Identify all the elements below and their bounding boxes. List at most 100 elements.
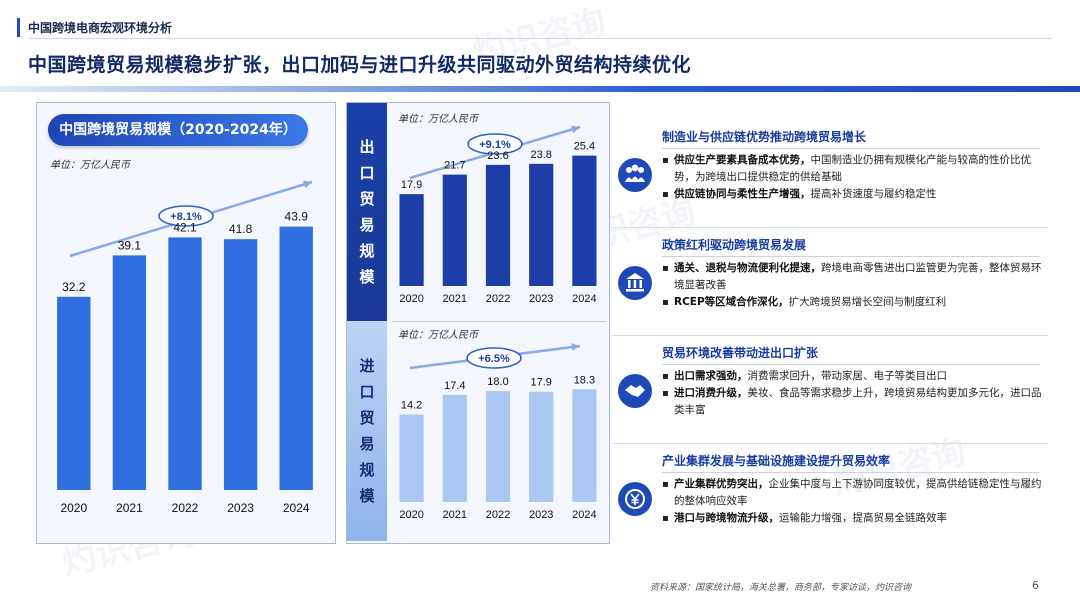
card-title-line [662,472,1040,473]
growth-arrow-head [571,343,580,351]
bullet: 港口与跨境物流升级，运输能力增强，提高贸易全链路效率 [662,510,1046,527]
card-title-line [662,256,1040,257]
bullet: 供应生产要素具备成本优势，中国制造业仍拥有规模化产能与较高的性价比优势，为跨境出… [662,152,1046,186]
page-number: 6 [1032,579,1039,592]
bank-icon [618,266,652,300]
bar [279,226,313,490]
bullet: 出口需求强劲，消费需求回升，带动家居、电子等类目出口 [662,368,1046,385]
bar-value-label: 25.4 [574,141,595,153]
category-label: 2024 [572,509,596,521]
page-subtitle: 中国跨境电商宏观环境分析 [28,21,173,35]
category-label: 2022 [172,501,199,515]
growth-rate-label: +9.1% [479,139,511,151]
people-icon [618,158,652,192]
card-body: 供应生产要素具备成本优势，中国制造业仍拥有规模化产能与较高的性价比优势，为跨境出… [662,152,1046,203]
bar-value-label: 14.2 [401,400,422,412]
header-accent-bar [17,18,20,37]
growth-badge [158,205,214,227]
bar [399,414,424,502]
bar [572,155,597,286]
bullet: RCEP等区域合作深化，扩大跨境贸易增长空间与制度红利 [662,294,1046,311]
title-rule [0,86,1080,92]
bar [442,394,467,502]
category-label: 2020 [60,501,87,515]
bar-value-label: 17.9 [530,377,551,389]
growth-rate-label: +6.5% [478,353,510,365]
bar [112,255,147,490]
bar [223,239,258,490]
category-label: 2020 [399,293,423,305]
bar-value-label: 23.6 [487,150,508,162]
bar [399,194,424,286]
growth-arrow-head [571,125,580,134]
category-label: 2021 [443,509,467,521]
bar [485,164,511,286]
card-title-line [662,364,1040,365]
category-label: 2022 [486,293,510,305]
total-trade-chart: +8.1% 32.2 2020 39.1 2021 42.1 2022 41.8 2023 43.… [57,180,313,515]
card-title: 制造业与供应链优势推动跨境贸易增长 [662,130,867,144]
total-unit-label: 单位：万亿人民币 [50,160,130,171]
import-unit-label: 单位：万亿人民币 [398,330,478,341]
category-label: 2021 [116,501,143,515]
export-import-panel [346,102,610,544]
bar-value-label: 18.3 [574,374,595,386]
bar-value-label: 18.0 [487,376,508,388]
export-trade-chart: +9.1% 17.9 2020 21.7 2021 23.6 2022 23.8 2023 25.… [399,125,597,305]
card-title: 政策红利驱动跨境贸易发展 [662,238,807,252]
category-label: 2023 [529,509,553,521]
bar [572,389,597,502]
bullet: 通关、退税与物流便利化提速，跨境电商零售进出口监管更为完善，整体贸易环境显著改善 [662,260,1046,294]
bar [442,174,467,286]
middle-divider [392,321,606,322]
category-label: 2020 [399,509,423,521]
header-divider [28,38,1052,39]
export-unit-label: 单位：万亿人民币 [398,114,478,125]
card-title: 贸易环境改善带动进出口扩张 [662,346,819,360]
bar-value-label: 21.7 [444,160,465,172]
card-body: 出口需求强劲，消费需求回升，带动家居、电子等类目出口 进口消费升级，美妆、食品等… [662,368,1046,419]
growth-rate-label: +8.1% [170,211,202,223]
bullet: 产业集群优势突出，企业集中度与上下游协同度较优，提高供给链稳定性与履约的整体响应… [662,476,1046,510]
yen-icon [618,482,652,516]
card-industrial-cluster: 产业集群发展与基础设施建设提升贸易效率 产业集群优势突出，企业集中度与上下游协同… [612,452,1048,548]
category-label: 2023 [227,501,254,515]
page-title: 中国跨境贸易规模稳步扩张，出口加码与进口升级共同驱动外贸结构持续优化 [28,54,692,76]
growth-badge [466,347,522,369]
category-label: 2024 [283,501,310,515]
growth-arrow-head [303,180,312,189]
card-policy: 政策红利驱动跨境贸易发展 通关、退税与物流便利化提速，跨境电商零售进出口监管更为… [612,236,1048,332]
card-title-line [662,148,1040,149]
card-body: 产业集群优势突出，企业集中度与上下游协同度较优，提高供给链稳定性与履约的整体响应… [662,476,1046,527]
bar-value-label: 23.8 [530,149,551,161]
source-note: 资料来源：国家统计局，海关总署，商务部，专家访谈，灼识咨询 [650,583,912,593]
growth-badge [467,133,523,155]
handshake-icon [618,374,652,408]
export-side-label: 出口贸易规模 [347,103,387,321]
total-trade-title: 中国跨境贸易规模（2020-2024年） [48,114,308,146]
category-label: 2021 [443,293,467,305]
card-divider [612,335,1048,336]
bar-value-label: 42.1 [173,220,197,234]
import-trade-chart: +6.5% 14.2 2020 17.4 2021 18.0 2022 17.9 2023 18.… [399,343,597,521]
card-body: 通关、退税与物流便利化提速，跨境电商零售进出口监管更为完善，整体贸易环境显著改善… [662,260,1046,311]
bar [529,163,554,286]
bar-value-label: 41.8 [229,222,253,236]
card-manufacturing: 制造业与供应链优势推动跨境贸易增长 供应生产要素具备成本优势，中国制造业仍拥有规… [612,128,1048,224]
card-trade-environment: 贸易环境改善带动进出口扩张 出口需求强劲，消费需求回升，带动家居、电子等类目出口… [612,344,1048,440]
category-label: 2024 [572,293,596,305]
import-side-label: 进口贸易规模 [347,321,387,541]
category-label: 2022 [486,509,510,521]
card-divider [612,227,1048,228]
bar [529,391,554,502]
bar-value-label: 39.1 [118,238,142,252]
bar [57,296,91,490]
bar [168,237,202,490]
category-label: 2023 [529,293,553,305]
bar-value-label: 43.9 [285,210,309,224]
bar-value-label: 17.4 [444,380,465,392]
card-divider [612,443,1048,444]
bullet: 供应链协同与柔性生产增强，提高补货速度与履约稳定性 [662,186,1046,203]
bar [485,391,511,502]
bar-value-label: 32.2 [62,280,86,294]
